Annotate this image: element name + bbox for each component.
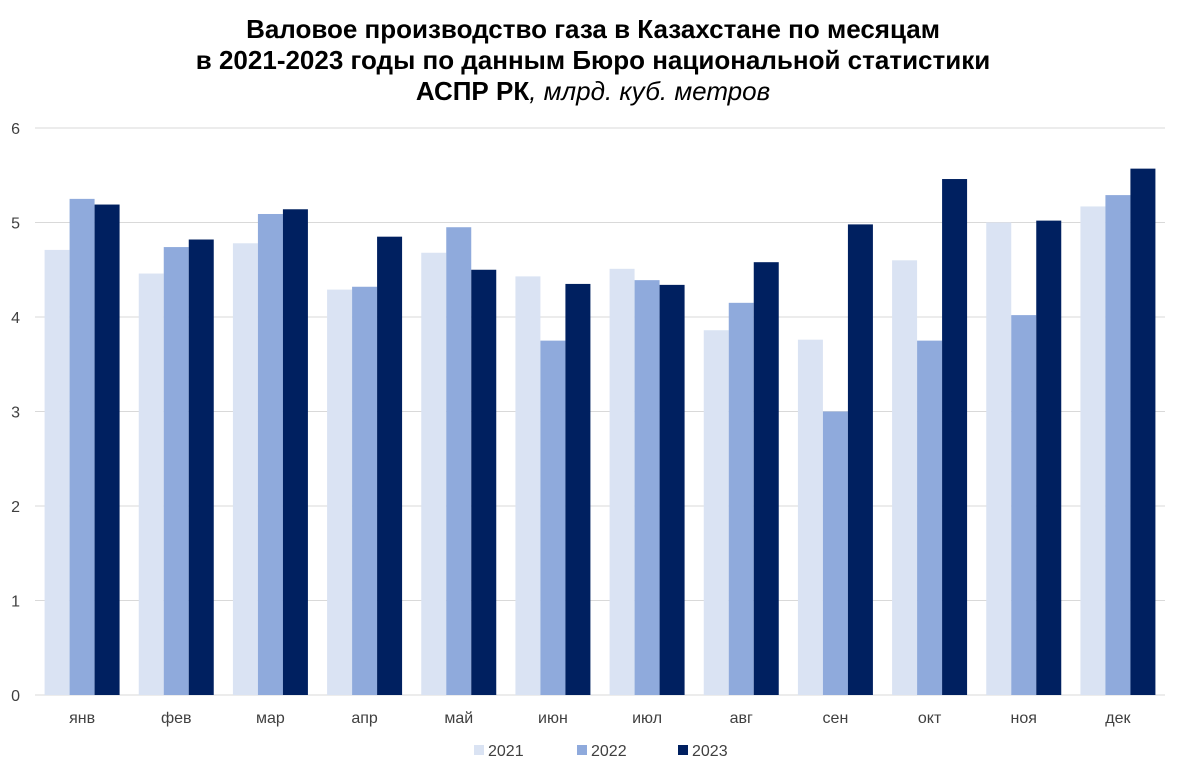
- legend-label-2022: 2022: [591, 743, 627, 760]
- legend-swatch-2023: [678, 745, 688, 755]
- bar-2022-8: [822, 411, 848, 695]
- bar-2022-3: [352, 286, 378, 695]
- bar-2021-5: [515, 276, 541, 695]
- bar-2021-2: [232, 243, 258, 696]
- gridlines: [35, 127, 1165, 696]
- legend-label-2023: 2023: [692, 743, 728, 760]
- y-tick-label: 0: [11, 688, 20, 705]
- x-tick-label: сен: [823, 710, 849, 727]
- legend-swatch-2021: [474, 745, 484, 755]
- bars: [44, 168, 1156, 696]
- x-tick-label: ноя: [1011, 710, 1037, 727]
- y-tick-label: 2: [11, 499, 20, 516]
- bar-2022-0: [69, 198, 95, 695]
- bar-2021-9: [892, 260, 918, 695]
- bar-2023-3: [377, 236, 403, 696]
- bar-2021-1: [138, 273, 164, 695]
- bar-2022-2: [257, 213, 283, 695]
- bar-2022-11: [1105, 195, 1131, 695]
- bar-2023-6: [659, 284, 685, 695]
- bar-2023-11: [1130, 168, 1156, 695]
- x-axis: янв фев мар апр май июн июл авг сен окт ноя дек: [69, 710, 1131, 727]
- bar-2021-8: [797, 339, 823, 695]
- legend-label-2021: 2021: [488, 743, 524, 760]
- bar-2021-7: [703, 330, 729, 695]
- title-line-3: АСПР РК, млрд. куб. метров: [0, 76, 1186, 107]
- bar-2021-0: [44, 249, 70, 695]
- bar-2021-10: [986, 222, 1012, 695]
- bar-2023-10: [1036, 220, 1062, 696]
- title-unit: , млрд. куб. метров: [529, 76, 771, 106]
- title-bold-part: АСПР РК: [415, 76, 530, 106]
- x-tick-label: июл: [632, 710, 662, 727]
- x-tick-label: окт: [918, 710, 942, 727]
- y-tick-label: 3: [11, 405, 20, 422]
- x-tick-label: авг: [730, 710, 753, 727]
- bar-2023-7: [753, 262, 779, 695]
- title-line-2: в 2021-2023 годы по данным Бюро национал…: [195, 45, 991, 75]
- bar-2021-3: [327, 289, 353, 695]
- bar-2022-6: [634, 280, 660, 695]
- bar-2023-5: [565, 283, 591, 695]
- legend: 2021 2022 2023: [474, 743, 728, 760]
- y-axis: 0 1 2 3 4 5 6: [11, 121, 20, 705]
- bar-2022-1: [163, 247, 189, 695]
- bar-2021-4: [421, 252, 447, 696]
- bar-2023-2: [282, 209, 308, 695]
- x-tick-label: мар: [256, 710, 285, 727]
- bar-2023-9: [942, 179, 968, 695]
- y-tick-label: 1: [11, 594, 20, 611]
- bar-2021-6: [609, 268, 635, 695]
- bar-2022-4: [446, 227, 472, 695]
- bar-2023-4: [471, 269, 497, 695]
- x-tick-label: фев: [161, 710, 192, 727]
- y-tick-label: 6: [11, 121, 20, 138]
- legend-swatch-2022: [577, 745, 587, 755]
- x-tick-label: дек: [1105, 710, 1131, 727]
- bar-2021-11: [1080, 206, 1106, 695]
- x-tick-label: июн: [538, 710, 568, 727]
- bar-2022-7: [728, 302, 754, 695]
- title-line-1: Валовое производство газа в Казахстане п…: [246, 14, 940, 44]
- y-tick-label: 5: [11, 216, 20, 233]
- bar-2023-1: [188, 239, 214, 695]
- x-tick-label: май: [444, 710, 473, 727]
- bar-2022-5: [540, 340, 566, 695]
- x-tick-label: янв: [69, 710, 95, 727]
- chart-title: Валовое производство газа в Казахстане п…: [0, 14, 1186, 107]
- bar-2022-9: [917, 340, 943, 695]
- bar-2022-10: [1011, 315, 1037, 695]
- y-tick-label: 4: [11, 310, 20, 327]
- bar-2023-8: [847, 224, 873, 695]
- bar-2023-0: [94, 204, 120, 696]
- x-tick-label: апр: [351, 710, 378, 727]
